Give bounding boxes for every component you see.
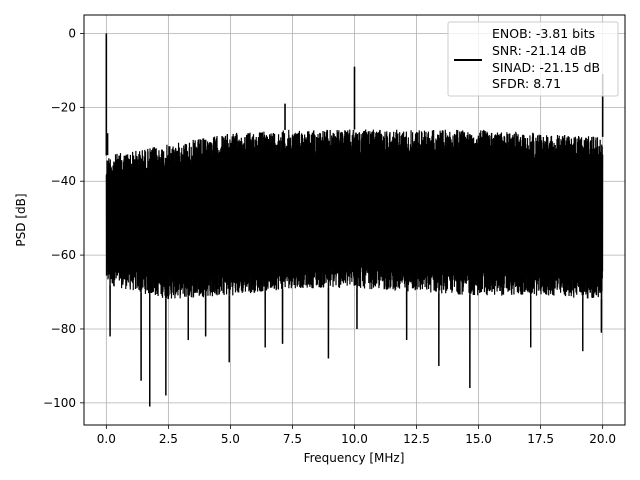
legend-sinad: SINAD: -21.15 dB (492, 60, 600, 75)
x-tick-label: 17.5 (527, 432, 554, 446)
y-tick-label: −20 (51, 100, 76, 114)
y-tick-label: 0 (68, 26, 76, 40)
x-tick-label: 20.0 (589, 432, 616, 446)
legend-sfdr: SFDR: 8.71 (492, 76, 561, 91)
x-tick-label: 7.5 (283, 432, 302, 446)
legend-enob: ENOB: -3.81 bits (492, 26, 595, 41)
y-tick-label: −40 (51, 174, 76, 188)
x-axis-ticks: 0.0 2.5 5.0 7.5 10.0 12.5 15.0 17.5 20.0 (97, 425, 616, 446)
y-tick-label: −80 (51, 322, 76, 336)
psd-series (105, 33, 604, 407)
y-axis-ticks: 0 −20 −40 −60 −80 −100 (43, 26, 84, 410)
y-tick-label: −100 (43, 396, 76, 410)
x-tick-label: 5.0 (221, 432, 240, 446)
y-axis-label: PSD [dB] (14, 193, 28, 246)
x-tick-label: 15.0 (465, 432, 492, 446)
x-tick-label: 0.0 (97, 432, 116, 446)
legend: ENOB: -3.81 bits SNR: -21.14 dB SINAD: -… (447, 21, 619, 97)
x-tick-label: 12.5 (403, 432, 430, 446)
x-tick-label: 10.0 (341, 432, 368, 446)
x-axis-label: Frequency [MHz] (304, 451, 405, 465)
x-tick-label: 2.5 (159, 432, 178, 446)
legend-box (447, 21, 619, 97)
psd-noise-trace (105, 129, 604, 407)
legend-snr: SNR: -21.14 dB (492, 43, 587, 58)
y-tick-label: −60 (51, 248, 76, 262)
